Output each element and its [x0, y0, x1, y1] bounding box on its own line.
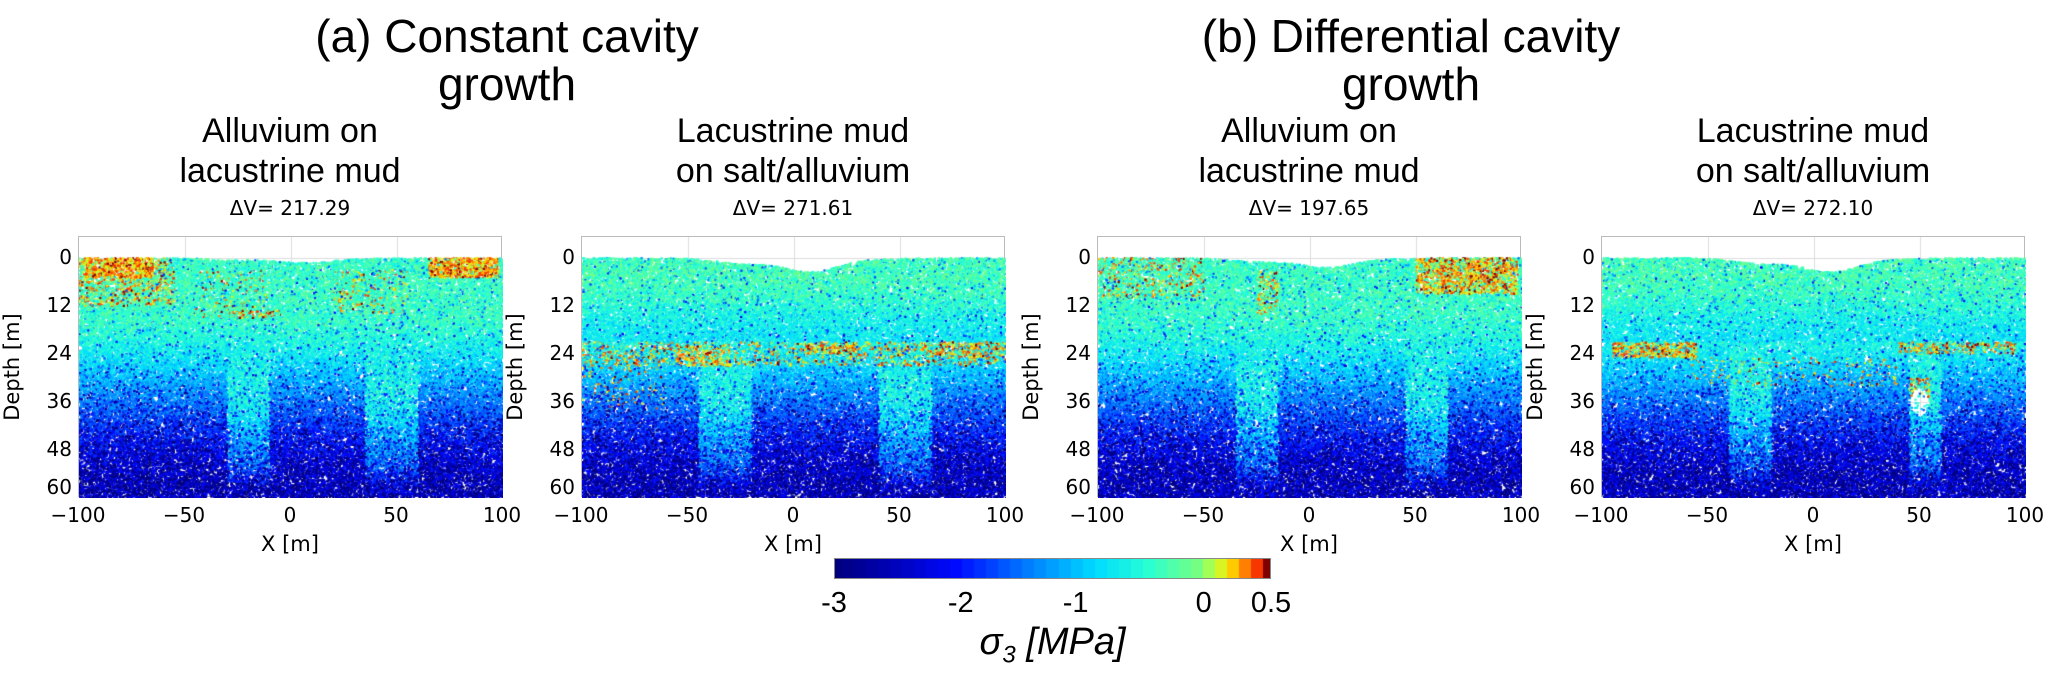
x-tick-label: 50 — [1402, 503, 1428, 527]
y-tick-label: 24 — [46, 341, 72, 365]
delta-v-annotation: ΔV= 272.10 — [1752, 196, 1874, 220]
y-tick-label: 48 — [549, 437, 575, 461]
panel-title: Alluvium on lacustrine mud — [1198, 112, 1420, 190]
stress-scatter-field — [79, 237, 503, 498]
group-title-a: (a) Constant cavity growth — [315, 10, 699, 110]
x-tick-label: −50 — [1685, 503, 1729, 527]
y-axis-label: Depth [m] — [1523, 312, 1547, 421]
x-tick-label: 0 — [283, 503, 297, 527]
x-tick-label: 50 — [383, 503, 409, 527]
x-axis-label: X [m] — [1280, 532, 1338, 556]
x-tick-label: 100 — [985, 503, 1025, 527]
stress-scatter-field — [1098, 237, 1522, 498]
plot-axes — [78, 236, 503, 498]
colorbar-tick-label: -3 — [821, 587, 847, 619]
colorbar-tick-label: 0 — [1195, 587, 1212, 619]
colorbar-label-symbol: σ — [979, 621, 1003, 663]
panel-title: Lacustrine mud on salt/alluvium — [1695, 112, 1931, 190]
x-tick-label: −100 — [50, 503, 106, 527]
colorbar-tick-label: 0.5 — [1250, 587, 1292, 619]
x-tick-label: −50 — [162, 503, 206, 527]
y-tick-label: 12 — [1569, 293, 1595, 317]
x-axis-label: X [m] — [764, 532, 822, 556]
y-tick-label: 48 — [1065, 437, 1091, 461]
colorbar-label: σ3 [MPa] — [834, 620, 1271, 678]
y-tick-label: 36 — [1569, 389, 1595, 413]
y-tick-label: 48 — [46, 437, 72, 461]
colorbar-tick-label: -2 — [947, 587, 974, 619]
colorbar-label-unit: [MPa] — [1015, 621, 1126, 663]
y-tick-label: 60 — [46, 475, 72, 499]
y-tick-label: 60 — [549, 475, 575, 499]
x-tick-label: −100 — [553, 503, 609, 527]
y-tick-label: 12 — [46, 293, 72, 317]
delta-v-annotation: ΔV= 271.61 — [732, 196, 854, 220]
y-tick-label: 48 — [1569, 437, 1595, 461]
y-tick-label: 36 — [1065, 389, 1091, 413]
colorbar-gradient — [835, 559, 1270, 578]
y-tick-label: 60 — [1065, 475, 1091, 499]
y-tick-label: 0 — [1078, 245, 1091, 269]
x-tick-label: 0 — [1806, 503, 1820, 527]
panel-title: Lacustrine mud on salt/alluvium — [675, 112, 911, 190]
y-axis-label: Depth [m] — [1019, 312, 1043, 421]
y-tick-label: 0 — [1582, 245, 1595, 269]
x-tick-label: 0 — [1302, 503, 1316, 527]
plot-axes — [1097, 236, 1522, 498]
delta-v-annotation: ΔV= 197.65 — [1248, 196, 1370, 220]
x-tick-label: 100 — [2005, 503, 2045, 527]
y-tick-label: 24 — [1569, 341, 1595, 365]
x-tick-label: 50 — [1906, 503, 1932, 527]
y-tick-label: 12 — [549, 293, 575, 317]
y-tick-label: 36 — [46, 389, 72, 413]
y-tick-label: 0 — [562, 245, 575, 269]
x-tick-label: 0 — [786, 503, 800, 527]
colorbar-label-subscript: 3 — [1002, 641, 1016, 669]
x-axis-label: X [m] — [261, 532, 319, 556]
stress-scatter-field — [1602, 237, 2026, 498]
y-axis-label: Depth [m] — [0, 312, 24, 421]
y-tick-label: 24 — [549, 341, 575, 365]
x-tick-label: 50 — [886, 503, 912, 527]
colorbar — [834, 558, 1271, 579]
plot-axes — [581, 236, 1006, 498]
x-axis-label: X [m] — [1784, 532, 1842, 556]
panel-title: Alluvium on lacustrine mud — [179, 112, 401, 190]
stress-scatter-field — [582, 237, 1006, 498]
y-tick-label: 12 — [1065, 293, 1091, 317]
y-tick-label: 36 — [549, 389, 575, 413]
x-tick-label: 100 — [482, 503, 522, 527]
x-tick-label: −50 — [665, 503, 709, 527]
y-tick-label: 24 — [1065, 341, 1091, 365]
plot-axes — [1601, 236, 2026, 498]
y-axis-label: Depth [m] — [503, 312, 527, 421]
x-tick-label: −100 — [1573, 503, 1629, 527]
delta-v-annotation: ΔV= 217.29 — [229, 196, 351, 220]
x-tick-label: −100 — [1069, 503, 1125, 527]
colorbar-tick-label: -1 — [1062, 587, 1089, 619]
y-tick-label: 60 — [1569, 475, 1595, 499]
x-tick-label: −50 — [1181, 503, 1225, 527]
y-tick-label: 0 — [59, 245, 72, 269]
group-title-b: (b) Differential cavity growth — [1201, 10, 1621, 110]
x-tick-label: 100 — [1501, 503, 1541, 527]
